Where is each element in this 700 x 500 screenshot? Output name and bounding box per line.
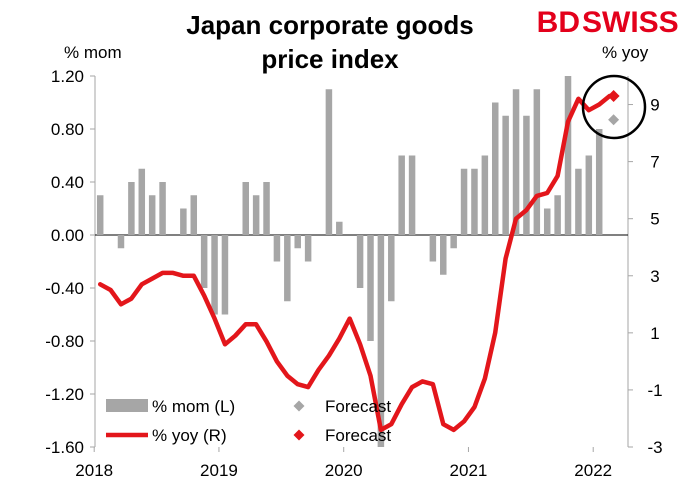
mom-bar (512, 89, 520, 235)
left-tick-label: -0.40 (45, 279, 84, 298)
mom-bar (429, 235, 437, 262)
mom-bar (440, 235, 447, 275)
mom-bar (471, 168, 478, 235)
mom-bar (491, 102, 499, 235)
mom-bar (408, 155, 416, 235)
mom-bar (190, 195, 198, 235)
mom-bars (96, 76, 603, 447)
legend-label-yoy: % yoy (R) (152, 426, 227, 445)
yoy-line-path (97, 93, 612, 433)
x-tick-label: 2020 (325, 461, 363, 480)
mom-bar (180, 208, 187, 235)
left-tick-label: 0.40 (51, 173, 84, 192)
mom-bar (398, 155, 405, 235)
x-tick-label: 2021 (450, 461, 488, 480)
axes: 1.20 0.80 0.40 0.00 -0.40 -0.80 -1.20 -1.60 9 7 5 3… (45, 67, 662, 480)
mom-bar (294, 235, 301, 249)
right-tick-label: -1 (647, 381, 662, 400)
mom-bar (460, 168, 468, 235)
left-tick-label: -1.20 (45, 385, 84, 404)
mom-bar (252, 195, 260, 235)
mom-bar (242, 182, 249, 235)
mom-bar (117, 235, 125, 249)
right-tick-label: 5 (650, 210, 659, 229)
forecast-markers (581, 74, 647, 140)
mom-bar (554, 195, 561, 235)
mom-bar (273, 235, 281, 262)
chart-title-line-1: Japan corporate goods (186, 10, 474, 40)
chart-title-line-2: price index (261, 44, 399, 74)
left-tick-label: -0.80 (45, 332, 84, 351)
right-tick-label: 7 (650, 153, 659, 172)
mom-bar (263, 182, 270, 235)
mom-bar (148, 195, 156, 235)
left-tick-label: 1.20 (51, 67, 84, 86)
logo-text-swiss: SWISS (582, 6, 679, 39)
mom-bar (304, 235, 312, 262)
forecast-highlight-circle (581, 74, 647, 140)
right-axis-unit: % yoy (602, 43, 649, 62)
forecast-yoy-diamond (607, 89, 620, 102)
right-tick-label: -3 (647, 438, 662, 457)
mom-bar (96, 195, 104, 235)
mom-bar (200, 235, 208, 288)
logo-text-bd: BD (537, 6, 580, 39)
brand-logo: BD SWISS (537, 6, 679, 39)
right-tick-label: 1 (650, 324, 659, 343)
x-tick-label: 2019 (200, 461, 238, 480)
left-tick-label: 0.00 (51, 226, 84, 245)
forecast-mom-diamond (608, 114, 620, 126)
mom-bar (367, 235, 374, 341)
legend-swatch-mom (106, 399, 148, 412)
x-tick-label: 2018 (75, 461, 113, 480)
legend-swatch-forecast-yoy (293, 429, 305, 441)
mom-bar (211, 235, 218, 315)
mom-bar (138, 168, 146, 235)
mom-bar (128, 182, 135, 235)
mom-bar (336, 221, 343, 235)
mom-bar (543, 208, 551, 235)
left-tick-label: -1.60 (45, 438, 84, 457)
mom-bar (356, 235, 364, 288)
x-tick-label: 2022 (574, 461, 612, 480)
mom-bar (284, 235, 291, 302)
mom-bar (159, 182, 166, 235)
legend-label-forecast-mom: Forecast (325, 397, 391, 416)
left-tick-label: 0.80 (51, 120, 84, 139)
mom-bar (325, 89, 333, 235)
yoy-line (97, 93, 612, 433)
mom-bar (450, 235, 457, 249)
right-tick-label: 3 (650, 267, 659, 286)
mom-bar (388, 235, 395, 302)
right-tick-label: 9 (650, 96, 659, 115)
mom-bar (377, 235, 385, 447)
mom-bar (575, 168, 582, 235)
legend-label-forecast-yoy: Forecast (325, 426, 391, 445)
mom-bar (502, 115, 509, 235)
mom-bar (595, 129, 603, 235)
legend: % mom (L) Forecast % yoy (R) Forecast (106, 397, 391, 445)
mom-bar (533, 89, 541, 235)
mom-bar (481, 155, 489, 235)
mom-bar (585, 155, 593, 235)
mom-bar (523, 115, 530, 235)
left-axis-unit: % mom (64, 43, 122, 62)
legend-swatch-forecast-mom (293, 400, 305, 412)
mom-bar (564, 76, 572, 235)
legend-label-mom: % mom (L) (152, 397, 235, 416)
mom-bar (221, 235, 229, 315)
